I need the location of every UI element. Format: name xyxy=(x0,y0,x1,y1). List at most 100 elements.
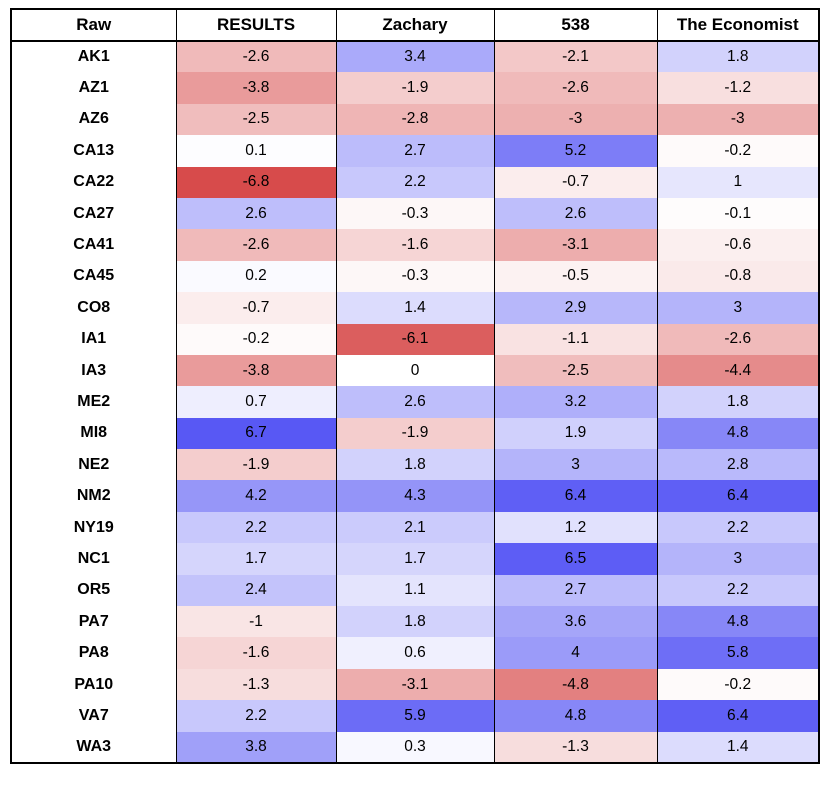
heatmap-cell: 6.4 xyxy=(656,700,820,732)
heatmap-cell: 2.6 xyxy=(493,197,658,230)
table-row: AK1 -2.6 3.4 -2.1 1.8 xyxy=(10,41,820,73)
table-row: IA1 -0.2 -6.1 -1.1 -2.6 xyxy=(10,323,820,355)
heatmap-cell: -1.9 xyxy=(175,449,337,481)
heatmap-cell: 3.2 xyxy=(493,386,658,418)
heatmap-cell: -1.9 xyxy=(335,417,495,450)
heatmap-cell: 4.2 xyxy=(175,480,337,512)
heatmap-cell: -0.2 xyxy=(656,668,820,701)
row-label: ME2 xyxy=(10,386,177,418)
heatmap-cell: -0.8 xyxy=(656,260,820,293)
heatmap-cell: -2.5 xyxy=(175,103,337,136)
heatmap-cell: -2.8 xyxy=(335,103,495,136)
row-label: CO8 xyxy=(10,292,177,324)
heatmap-cell: -2.6 xyxy=(175,41,337,73)
heatmap-cell: -3 xyxy=(656,103,820,136)
table-row: CA13 0.1 2.7 5.2 -0.2 xyxy=(10,135,820,167)
heatmap-cell: 4.3 xyxy=(335,480,495,512)
heatmap-cell: 1 xyxy=(656,166,820,198)
heatmap-cell: -2.6 xyxy=(175,229,337,261)
heatmap-cell: -0.1 xyxy=(656,197,820,230)
row-label: NC1 xyxy=(10,543,177,575)
row-label: CA22 xyxy=(10,166,177,198)
table-row: CO8 -0.7 1.4 2.9 3 xyxy=(10,292,820,324)
heatmap-cell: 1.7 xyxy=(335,543,495,575)
heatmap-cell: 4.8 xyxy=(656,606,820,638)
heatmap-cell: 6.4 xyxy=(656,480,820,512)
table-row: AZ1 -3.8 -1.9 -2.6 -1.2 xyxy=(10,72,820,104)
heatmap-cell: 5.2 xyxy=(493,135,658,167)
row-label: CA41 xyxy=(10,229,177,261)
table-row: WA3 3.8 0.3 -1.3 1.4 xyxy=(10,731,820,763)
heatmap-cell: -1.2 xyxy=(656,72,820,104)
column-header-538: 538 xyxy=(493,9,658,42)
row-label: NE2 xyxy=(10,449,177,481)
row-label: WA3 xyxy=(10,731,177,763)
table-row: NE2 -1.9 1.8 3 2.8 xyxy=(10,449,820,481)
table-row: NM2 4.2 4.3 6.4 6.4 xyxy=(10,480,820,512)
table-row: CA22 -6.8 2.2 -0.7 1 xyxy=(10,166,820,198)
heatmap-cell: 1.8 xyxy=(656,386,820,418)
heatmap-cell: 2.7 xyxy=(493,574,658,607)
row-label: NM2 xyxy=(10,480,177,512)
heatmap-cell: -1 xyxy=(175,606,337,638)
heatmap-cell: -3 xyxy=(493,103,658,136)
header-row: Raw RESULTS Zachary 538 The Economist xyxy=(10,9,820,42)
heatmap-cell: 2.2 xyxy=(175,511,337,544)
heatmap-cell: 2.9 xyxy=(493,292,658,324)
table-row: OR5 2.4 1.1 2.7 2.2 xyxy=(10,574,820,607)
heatmap-cell: 1.8 xyxy=(335,606,495,638)
heatmap-cell: 6.5 xyxy=(493,543,658,575)
heatmap-cell: 1.4 xyxy=(656,731,820,763)
heatmap-cell: -6.8 xyxy=(175,166,337,198)
heatmap-cell: -2.6 xyxy=(656,323,820,355)
heatmap-cell: -0.3 xyxy=(335,197,495,230)
heatmap-cell: 5.9 xyxy=(335,700,495,732)
heatmap-cell: 2.2 xyxy=(656,574,820,607)
column-header-zachary: Zachary xyxy=(335,9,495,42)
row-label: MI8 xyxy=(10,417,177,450)
heatmap-cell: 6.7 xyxy=(175,417,337,450)
heatmap-cell: -1.9 xyxy=(335,72,495,104)
column-header-raw: Raw xyxy=(10,9,177,42)
heatmap-cell: 0 xyxy=(335,354,495,387)
column-header-results: RESULTS xyxy=(175,9,337,42)
heatmap-cell: 3.6 xyxy=(493,606,658,638)
row-label: AZ6 xyxy=(10,103,177,136)
heatmap-cell: 3.4 xyxy=(335,41,495,73)
heatmap-cell: -1.1 xyxy=(493,323,658,355)
heatmap-cell: -1.6 xyxy=(335,229,495,261)
heatmap-cell: 0.7 xyxy=(175,386,337,418)
row-label: VA7 xyxy=(10,700,177,732)
heatmap-cell: -3.1 xyxy=(335,668,495,701)
heatmap-cell: -2.1 xyxy=(493,41,658,73)
heatmap-cell: -3.1 xyxy=(493,229,658,261)
heatmap-cell: 0.1 xyxy=(175,135,337,167)
table-row: CA41 -2.6 -1.6 -3.1 -0.6 xyxy=(10,229,820,261)
table-row: NY19 2.2 2.1 1.2 2.2 xyxy=(10,511,820,544)
heatmap-cell: -0.5 xyxy=(493,260,658,293)
heatmap-cell: -2.5 xyxy=(493,354,658,387)
row-label: PA10 xyxy=(10,668,177,701)
table-row: VA7 2.2 5.9 4.8 6.4 xyxy=(10,700,820,732)
heatmap-cell: 5.8 xyxy=(656,637,820,669)
heatmap-cell: -0.2 xyxy=(175,323,337,355)
page-container: Raw RESULTS Zachary 538 The Economist AK… xyxy=(10,8,820,764)
heatmap-cell: -6.1 xyxy=(335,323,495,355)
heatmap-cell: -0.6 xyxy=(656,229,820,261)
heatmap-cell: -4.4 xyxy=(656,354,820,387)
row-label: PA8 xyxy=(10,637,177,669)
table-row: NC1 1.7 1.7 6.5 3 xyxy=(10,543,820,575)
heatmap-cell: -1.6 xyxy=(175,637,337,669)
heatmap-cell: -0.7 xyxy=(175,292,337,324)
table-row: CA27 2.6 -0.3 2.6 -0.1 xyxy=(10,197,820,230)
heatmap-cell: 3.8 xyxy=(175,731,337,763)
heatmap-cell: 0.2 xyxy=(175,260,337,293)
heatmap-cell: -4.8 xyxy=(493,668,658,701)
heatmap-cell: 1.8 xyxy=(335,449,495,481)
heatmap-cell: 1.4 xyxy=(335,292,495,324)
heatmap-cell: -0.3 xyxy=(335,260,495,293)
heatmap-cell: 2.2 xyxy=(656,511,820,544)
heatmap-cell: 4.8 xyxy=(493,700,658,732)
heatmap-cell: 3 xyxy=(656,543,820,575)
heatmap-cell: 0.3 xyxy=(335,731,495,763)
